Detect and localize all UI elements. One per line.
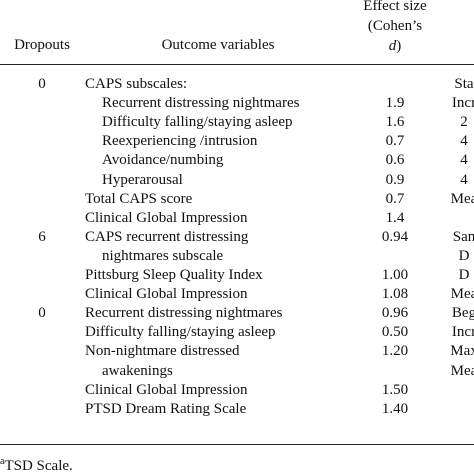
dropouts-cell: 6	[38, 228, 46, 245]
effect-size-cell: 1.9	[385, 95, 405, 112]
bottom-rule	[0, 444, 474, 445]
effect-symbol: d	[388, 38, 397, 54]
truncated-cell: 4	[460, 133, 468, 150]
header-effect-symbol: d)	[345, 37, 445, 55]
header-outcome: Outcome variables	[161, 37, 275, 53]
truncated-cell: D	[458, 247, 470, 264]
footnote-mark: a	[0, 456, 5, 467]
effect-size-cell: 1.40	[381, 400, 409, 417]
dropouts-cell: 0	[38, 305, 46, 322]
truncated-cell: 4	[460, 171, 468, 188]
outcome-cell: Clinical Global Impression	[85, 209, 248, 226]
effect-size-cell: 1.08	[381, 286, 409, 303]
outcome-cell: Hyperarousal	[102, 171, 183, 188]
effect-size-cell: 0.7	[385, 133, 405, 150]
outcome-cell: awakenings	[102, 362, 173, 379]
effect-close: )	[396, 38, 402, 54]
truncated-cell: 2	[460, 114, 468, 131]
outcome-cell: Clinical Global Impression	[85, 381, 248, 398]
header-rule	[0, 64, 474, 65]
effect-size-cell: 1.00	[381, 267, 409, 283]
footnote: aTSD Scale.	[0, 453, 73, 474]
effect-size-cell: 0.96	[381, 305, 409, 322]
truncated-cell: Mea	[450, 190, 474, 207]
outcome-cell: Difficulty falling/staying asleep	[85, 324, 276, 341]
effect-size-cell: 1.20	[381, 343, 409, 360]
outcome-cell: Non-nightmare distressed	[85, 343, 240, 360]
outcome-cell: Recurrent distressing nightmares	[102, 95, 300, 112]
truncated-cell: Mea	[450, 286, 474, 303]
outcome-cell: Pittsburg Sleep Quality Index	[85, 267, 263, 283]
effect-size-cell: 0.6	[385, 152, 405, 169]
outcome-cell: Avoidance/numbing	[102, 152, 224, 169]
truncated-cell: Incr	[451, 324, 474, 341]
truncated-cell: Mea	[450, 362, 474, 379]
dropouts-cell: 0	[38, 76, 46, 92]
footnote-text: TSD Scale.	[4, 458, 73, 474]
truncated-cell: Max	[450, 343, 474, 360]
truncated-cell: Incr	[451, 95, 474, 112]
truncated-cell: Beg	[451, 305, 474, 322]
outcome-cell: Total CAPS score	[85, 190, 193, 207]
truncated-cell: D	[458, 267, 470, 283]
effect-size-cell: 0.7	[385, 190, 405, 207]
outcome-cell: Clinical Global Impression	[85, 286, 248, 303]
header-effect-size: Effect size	[363, 0, 427, 14]
outcome-cell: CAPS subscales:	[85, 76, 188, 92]
effect-size-cell: 1.4	[385, 209, 405, 226]
effect-size-cell: 0.50	[381, 324, 409, 341]
outcome-cell: PTSD Dream Rating Scale	[85, 400, 247, 417]
outcome-cell: Difficulty falling/staying asleep	[102, 114, 293, 131]
effect-size-cell: 1.50	[381, 381, 409, 398]
truncated-cell: Sta	[454, 76, 474, 92]
outcome-cell: CAPS recurrent distressing	[85, 228, 249, 245]
outcome-cell: nightmares subscale	[102, 247, 224, 264]
truncated-cell: 4	[460, 152, 468, 169]
effect-size-cell: 0.9	[385, 171, 405, 188]
header-effect-size: (Cohen’s	[367, 18, 423, 34]
effect-size-cell: 0.94	[381, 228, 409, 245]
truncated-cell: San	[452, 228, 474, 245]
effect-size-cell: 1.6	[385, 114, 405, 131]
outcome-cell: Reexperiencing /intrusion	[102, 133, 258, 150]
header-dropouts: Dropouts	[14, 37, 70, 53]
outcome-cell: Recurrent distressing nightmares	[85, 305, 283, 322]
